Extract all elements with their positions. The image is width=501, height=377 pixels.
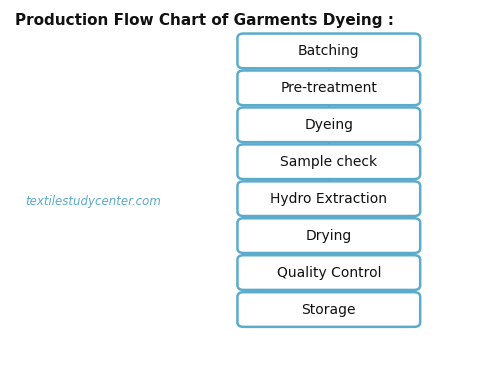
Text: Pre-treatment: Pre-treatment [280, 81, 376, 95]
Text: Storage: Storage [301, 302, 355, 317]
Text: Drying: Drying [305, 228, 351, 243]
FancyBboxPatch shape [237, 292, 419, 327]
FancyBboxPatch shape [237, 255, 419, 290]
Text: Sample check: Sample check [280, 155, 377, 169]
Text: Dyeing: Dyeing [304, 118, 353, 132]
FancyBboxPatch shape [237, 144, 419, 179]
Text: textilestudycenter.com: textilestudycenter.com [25, 195, 161, 208]
FancyBboxPatch shape [237, 107, 419, 142]
FancyBboxPatch shape [237, 218, 419, 253]
Text: Hydro Extraction: Hydro Extraction [270, 192, 387, 206]
FancyBboxPatch shape [237, 34, 419, 68]
FancyBboxPatch shape [237, 70, 419, 105]
FancyBboxPatch shape [237, 181, 419, 216]
Text: Production Flow Chart of Garments Dyeing :: Production Flow Chart of Garments Dyeing… [15, 13, 393, 28]
Text: Batching: Batching [298, 44, 359, 58]
Text: Quality Control: Quality Control [276, 265, 380, 280]
